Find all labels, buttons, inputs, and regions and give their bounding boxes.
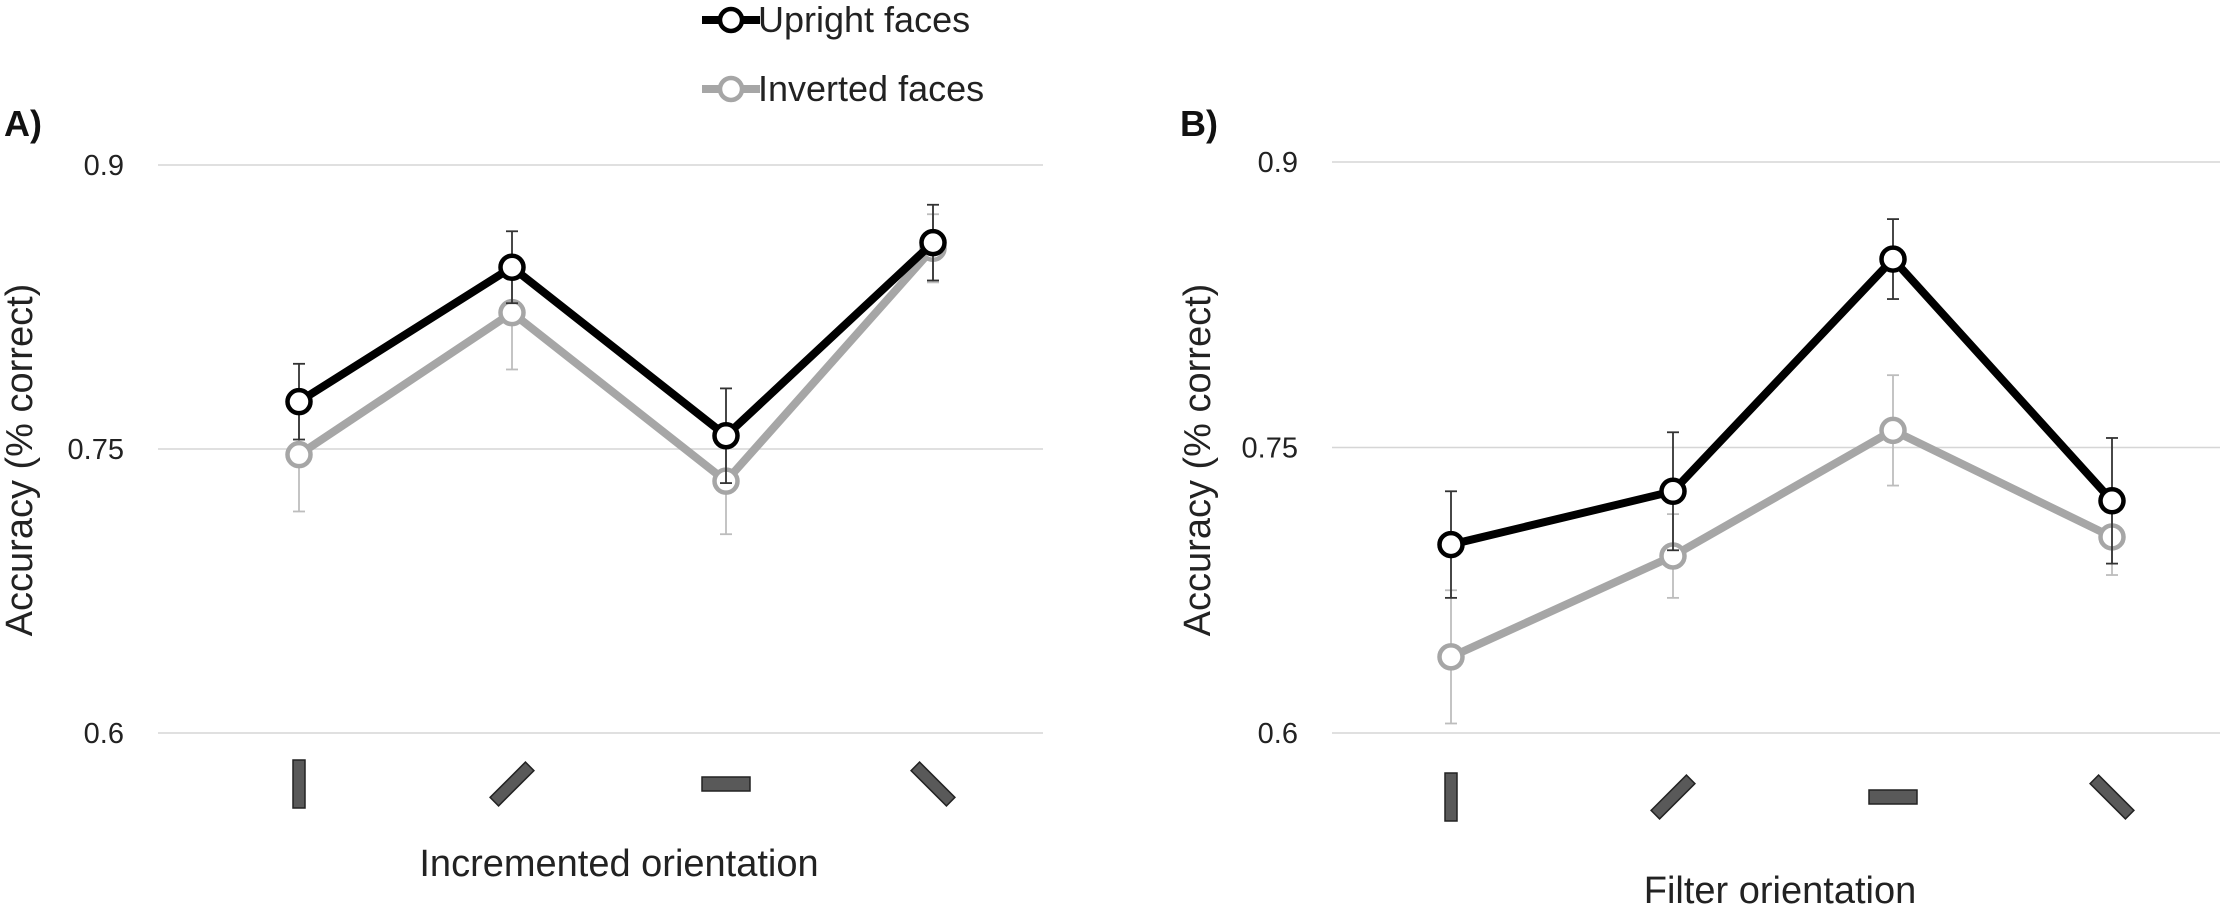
bar-vertical-icon [1444, 772, 1458, 822]
legend-item-upright: Upright faces [702, 0, 970, 40]
data-point-inverted [498, 298, 526, 327]
bar-diagonal-left-icon [910, 761, 956, 807]
panel-a: A) Accuracy (% correct) Incremented orie… [0, 103, 1043, 885]
legend-label-upright: Upright faces [758, 0, 970, 40]
data-point-upright [498, 253, 526, 281]
panel-a-xlabel: Incremented orientation [419, 843, 818, 885]
y-tick-label: 0.75 [68, 434, 124, 466]
data-point-upright [919, 228, 947, 257]
bar-diagonal-right-icon [1650, 774, 1696, 820]
series-line-upright [1450, 253, 2115, 549]
data-point-inverted [1879, 416, 1907, 445]
legend-swatch-upright-marker [717, 6, 745, 34]
legend: Upright faces Inverted faces [702, 0, 984, 109]
data-point-upright [1659, 477, 1687, 506]
panel-b: B) Accuracy (% correct) Filter orientati… [1177, 103, 2220, 905]
data-point-upright [1437, 530, 1465, 559]
bar-vertical-icon [292, 759, 306, 809]
y-tick-label: 0.75 [1242, 433, 1298, 465]
series-line-inverted [1449, 425, 2114, 661]
data-point-upright [1879, 245, 1907, 273]
data-point-inverted [285, 440, 313, 469]
series-line-upright [296, 239, 936, 442]
data-point-inverted [1437, 643, 1465, 671]
panel-b-xlabel: Filter orientation [1644, 870, 1916, 905]
bar-diagonal-left-icon [2089, 774, 2135, 820]
bar-horizontal-icon [701, 776, 751, 792]
bar-diagonal-right-icon [489, 761, 535, 807]
y-tick-label: 0.9 [1258, 147, 1298, 179]
panel-a-plot: 0.6 0.75 0.9 [68, 150, 1043, 809]
y-tick-label: 0.6 [1258, 718, 1298, 750]
panel-a-label: A) [4, 103, 42, 144]
panel-b-label: B) [1180, 103, 1218, 144]
bar-horizontal-icon [1868, 789, 1918, 805]
data-point-upright [712, 421, 740, 450]
data-point-upright [285, 387, 313, 416]
panel-b-ylabel: Accuracy (% correct) [1177, 284, 1219, 637]
legend-swatch-inverted-marker [717, 75, 745, 103]
panel-b-plot: 0.6 0.75 0.9 [1242, 147, 2220, 822]
data-point-upright [2098, 487, 2126, 515]
y-tick-label: 0.9 [84, 150, 124, 182]
legend-label-inverted: Inverted faces [758, 68, 984, 109]
series-line-inverted [296, 245, 936, 487]
panel-a-ylabel: Accuracy (% correct) [0, 284, 41, 637]
legend-item-inverted: Inverted faces [702, 68, 984, 109]
y-tick-label: 0.6 [84, 718, 124, 750]
